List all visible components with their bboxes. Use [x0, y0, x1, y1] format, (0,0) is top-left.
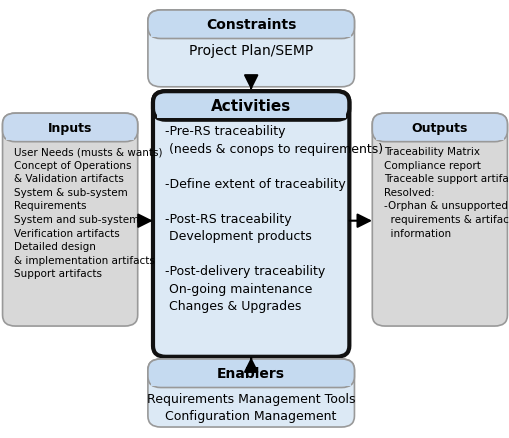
Text: User Needs (musts & wants)
Concept of Operations
& Validation artifacts
System &: User Needs (musts & wants) Concept of Op… [14, 147, 162, 279]
Text: Activities: Activities [211, 99, 291, 114]
FancyBboxPatch shape [148, 11, 354, 88]
FancyBboxPatch shape [3, 114, 137, 326]
Bar [156, 108, 345, 119]
Text: Inputs: Inputs [48, 122, 92, 134]
Bar [151, 27, 350, 38]
FancyBboxPatch shape [148, 11, 354, 39]
FancyBboxPatch shape [372, 114, 506, 326]
Bar [6, 130, 134, 141]
FancyBboxPatch shape [3, 114, 137, 142]
Text: Outputs: Outputs [411, 122, 467, 134]
Bar [375, 130, 503, 141]
FancyBboxPatch shape [153, 92, 349, 357]
Text: -Pre-RS traceability
 (needs & conops to requirements)

-Define extent of tracea: -Pre-RS traceability (needs & conops to … [164, 125, 382, 312]
FancyBboxPatch shape [153, 92, 349, 120]
Text: Enablers: Enablers [217, 367, 285, 380]
Bar [151, 375, 350, 386]
FancyBboxPatch shape [372, 114, 506, 142]
Text: Project Plan/SEMP: Project Plan/SEMP [189, 44, 313, 58]
Text: Constraints: Constraints [206, 18, 296, 32]
Text: Requirements Management Tools
Configuration Management: Requirements Management Tools Configurat… [147, 392, 355, 422]
FancyBboxPatch shape [148, 359, 354, 427]
FancyBboxPatch shape [148, 359, 354, 388]
Text: Traceability Matrix
Compliance report
Traceable support artifacts
Resolved:
-Orp: Traceability Matrix Compliance report Tr… [383, 147, 509, 238]
